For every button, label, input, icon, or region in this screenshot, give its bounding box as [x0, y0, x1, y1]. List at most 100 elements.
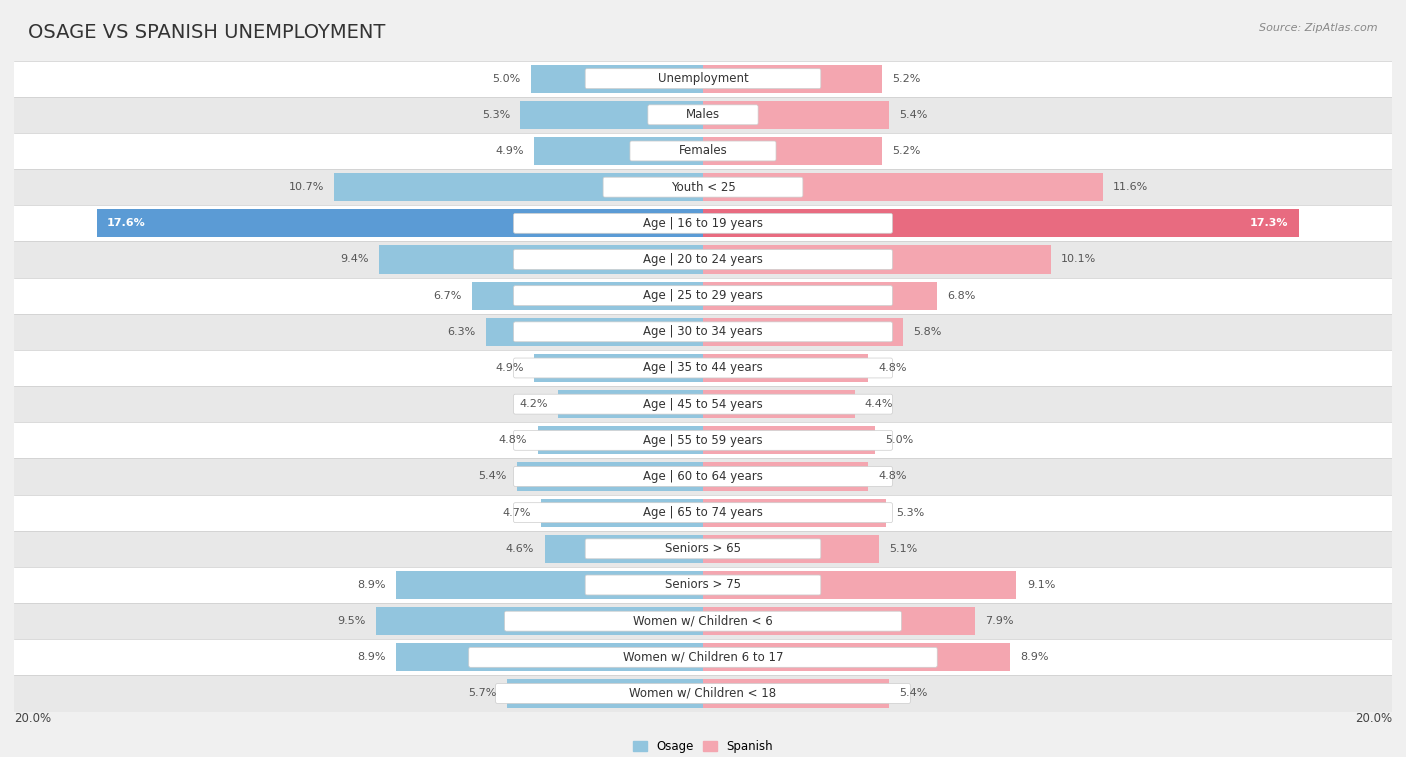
- Text: 4.8%: 4.8%: [879, 363, 907, 373]
- Text: 5.8%: 5.8%: [912, 327, 942, 337]
- Text: 4.2%: 4.2%: [519, 399, 548, 409]
- Text: 4.9%: 4.9%: [495, 363, 524, 373]
- Text: 8.9%: 8.9%: [357, 580, 387, 590]
- Bar: [534, 354, 703, 382]
- Bar: [703, 101, 889, 129]
- Bar: [703, 318, 903, 346]
- Bar: [703, 571, 1017, 599]
- Bar: [14, 350, 1392, 386]
- Bar: [472, 282, 703, 310]
- Bar: [14, 494, 1392, 531]
- Text: Males: Males: [686, 108, 720, 121]
- Bar: [335, 173, 703, 201]
- Bar: [534, 137, 703, 165]
- Bar: [517, 463, 703, 491]
- Bar: [703, 209, 1299, 238]
- Text: 4.4%: 4.4%: [865, 399, 893, 409]
- Text: Age | 60 to 64 years: Age | 60 to 64 years: [643, 470, 763, 483]
- Bar: [14, 603, 1392, 639]
- Bar: [703, 64, 882, 93]
- Text: 5.4%: 5.4%: [900, 110, 928, 120]
- Bar: [703, 643, 1010, 671]
- Text: 8.9%: 8.9%: [1019, 653, 1049, 662]
- Text: Youth < 25: Youth < 25: [671, 181, 735, 194]
- Bar: [14, 567, 1392, 603]
- FancyBboxPatch shape: [513, 358, 893, 378]
- Text: 11.6%: 11.6%: [1114, 182, 1149, 192]
- Text: 9.5%: 9.5%: [337, 616, 366, 626]
- Bar: [506, 679, 703, 708]
- Text: 5.2%: 5.2%: [893, 73, 921, 83]
- Text: 5.7%: 5.7%: [468, 689, 496, 699]
- Text: Age | 30 to 34 years: Age | 30 to 34 years: [643, 326, 763, 338]
- FancyBboxPatch shape: [630, 141, 776, 161]
- Bar: [703, 245, 1050, 273]
- FancyBboxPatch shape: [513, 322, 893, 341]
- Text: Seniors > 65: Seniors > 65: [665, 542, 741, 556]
- Bar: [396, 643, 703, 671]
- Text: 4.7%: 4.7%: [502, 508, 531, 518]
- Bar: [703, 137, 882, 165]
- Bar: [703, 282, 938, 310]
- Bar: [703, 463, 869, 491]
- Text: 7.9%: 7.9%: [986, 616, 1014, 626]
- Bar: [703, 173, 1102, 201]
- Text: Seniors > 75: Seniors > 75: [665, 578, 741, 591]
- FancyBboxPatch shape: [513, 213, 893, 233]
- Text: 4.6%: 4.6%: [506, 544, 534, 554]
- Bar: [14, 241, 1392, 278]
- Text: 9.4%: 9.4%: [340, 254, 368, 264]
- Text: 4.9%: 4.9%: [495, 146, 524, 156]
- Bar: [537, 426, 703, 454]
- Bar: [14, 675, 1392, 712]
- Bar: [531, 64, 703, 93]
- FancyBboxPatch shape: [513, 394, 893, 414]
- FancyBboxPatch shape: [648, 105, 758, 125]
- Text: 6.8%: 6.8%: [948, 291, 976, 301]
- Text: 10.1%: 10.1%: [1062, 254, 1097, 264]
- Text: 5.0%: 5.0%: [886, 435, 914, 445]
- Bar: [14, 133, 1392, 169]
- Text: Age | 45 to 54 years: Age | 45 to 54 years: [643, 397, 763, 410]
- FancyBboxPatch shape: [513, 431, 893, 450]
- Text: 4.8%: 4.8%: [879, 472, 907, 481]
- Text: Women w/ Children 6 to 17: Women w/ Children 6 to 17: [623, 651, 783, 664]
- Bar: [14, 278, 1392, 313]
- FancyBboxPatch shape: [603, 177, 803, 197]
- Text: 5.3%: 5.3%: [896, 508, 924, 518]
- FancyBboxPatch shape: [496, 684, 910, 703]
- Bar: [703, 534, 879, 563]
- Text: 17.6%: 17.6%: [107, 218, 146, 229]
- Bar: [14, 61, 1392, 97]
- FancyBboxPatch shape: [585, 539, 821, 559]
- FancyBboxPatch shape: [585, 69, 821, 89]
- Text: 6.3%: 6.3%: [447, 327, 475, 337]
- Text: Women w/ Children < 6: Women w/ Children < 6: [633, 615, 773, 628]
- Bar: [396, 571, 703, 599]
- Bar: [541, 499, 703, 527]
- Text: 20.0%: 20.0%: [1355, 712, 1392, 724]
- Text: 5.1%: 5.1%: [889, 544, 917, 554]
- Bar: [544, 534, 703, 563]
- Text: Source: ZipAtlas.com: Source: ZipAtlas.com: [1260, 23, 1378, 33]
- Text: OSAGE VS SPANISH UNEMPLOYMENT: OSAGE VS SPANISH UNEMPLOYMENT: [28, 23, 385, 42]
- Text: 5.0%: 5.0%: [492, 73, 520, 83]
- Text: 5.4%: 5.4%: [478, 472, 506, 481]
- Bar: [14, 97, 1392, 133]
- Text: 5.3%: 5.3%: [482, 110, 510, 120]
- Text: 5.4%: 5.4%: [900, 689, 928, 699]
- Bar: [703, 354, 869, 382]
- Bar: [703, 426, 875, 454]
- Bar: [375, 607, 703, 635]
- Text: 20.0%: 20.0%: [14, 712, 51, 724]
- Text: 4.8%: 4.8%: [499, 435, 527, 445]
- Text: Women w/ Children < 18: Women w/ Children < 18: [630, 687, 776, 700]
- Text: Age | 65 to 74 years: Age | 65 to 74 years: [643, 506, 763, 519]
- Text: Females: Females: [679, 145, 727, 157]
- Text: Age | 20 to 24 years: Age | 20 to 24 years: [643, 253, 763, 266]
- Bar: [14, 205, 1392, 241]
- Text: Age | 16 to 19 years: Age | 16 to 19 years: [643, 217, 763, 230]
- Text: 10.7%: 10.7%: [288, 182, 323, 192]
- Text: Age | 25 to 29 years: Age | 25 to 29 years: [643, 289, 763, 302]
- Bar: [520, 101, 703, 129]
